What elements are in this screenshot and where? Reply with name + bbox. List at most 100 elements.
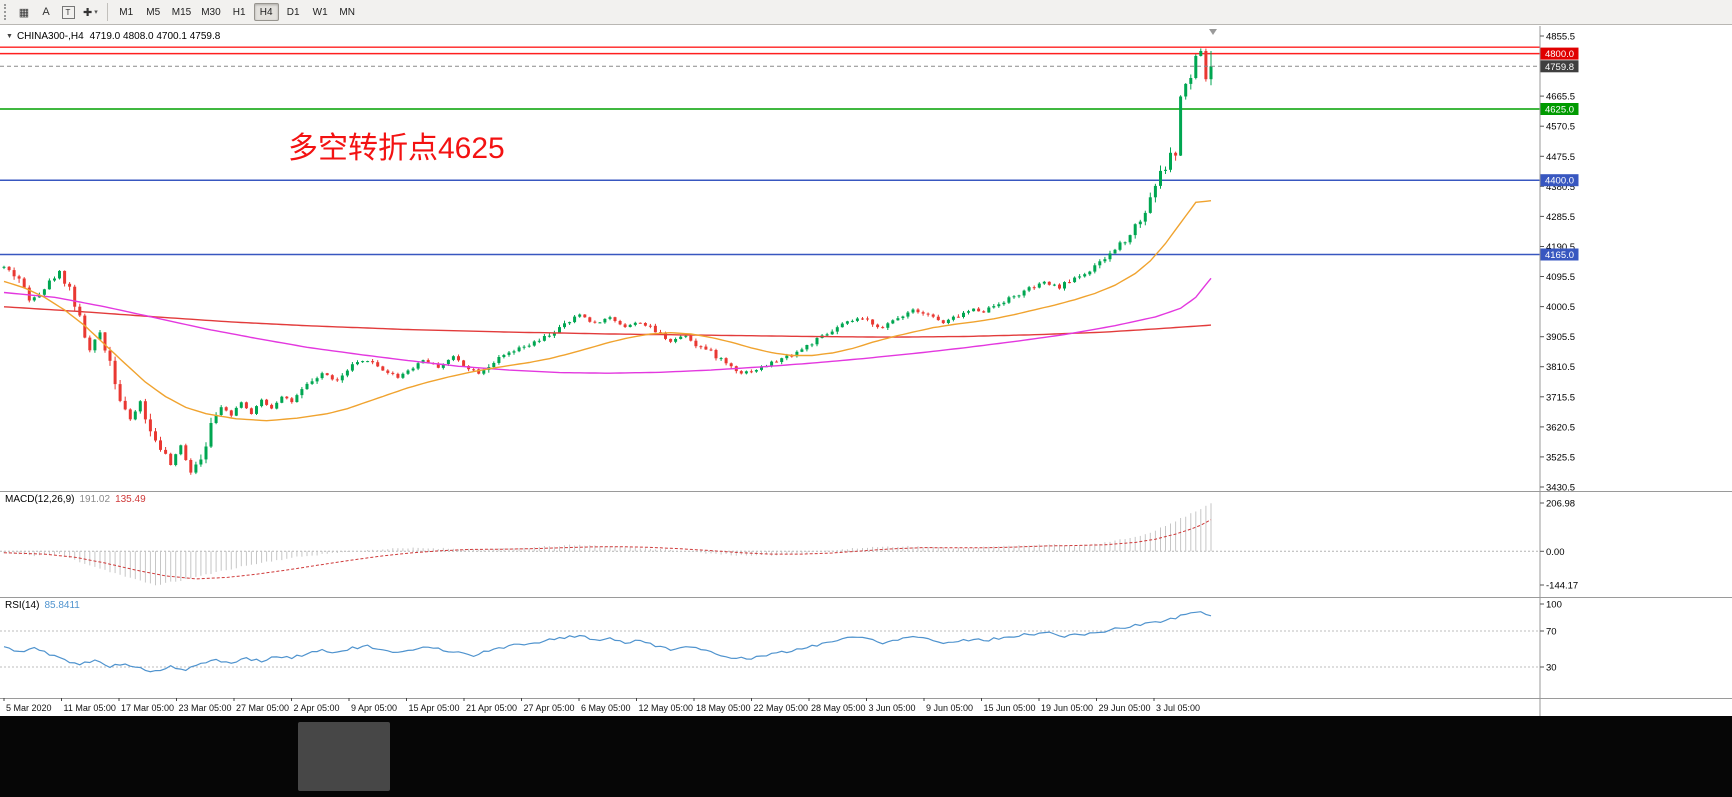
candle-body: [588, 317, 592, 322]
crosshair-tool-icon[interactable]: ✚ ▾: [83, 6, 98, 19]
candle-body: [967, 311, 970, 313]
candle-body: [416, 363, 420, 369]
rsi-tick-label: 30: [1546, 663, 1557, 674]
chart-symbol-period: CHINA300-,H4: [16, 31, 84, 42]
candle-body: [1002, 302, 1006, 305]
candle-body: [477, 369, 481, 374]
candle-body: [123, 400, 127, 410]
candle-body: [936, 316, 940, 321]
candle-body: [866, 318, 869, 320]
chart-shift-marker[interactable]: [1209, 29, 1217, 35]
time-tick-label: 12 May 05:00: [639, 703, 694, 713]
toolbar-drag-handle[interactable]: [4, 4, 9, 20]
candle-body: [1027, 287, 1031, 291]
candle-body: [219, 407, 223, 415]
candle-body: [1012, 296, 1016, 298]
dropdown-arrow-icon[interactable]: ▾: [94, 9, 98, 16]
chart-grid-icon[interactable]: ▦: [18, 6, 30, 19]
rsi-pane[interactable]: 100 70 30: [0, 597, 1732, 698]
candle-body: [2, 266, 6, 268]
price-tick-label: 4285.5: [1546, 212, 1575, 223]
time-tick-label: 5 Mar 2020: [6, 703, 52, 713]
candle-body: [563, 323, 566, 328]
candle-body: [552, 332, 556, 336]
candle-body: [633, 322, 637, 325]
timeframe-button-m30[interactable]: M30: [201, 6, 221, 18]
candle-body: [209, 423, 213, 447]
candle-body: [618, 321, 622, 325]
main-price-chart[interactable]: 4855.5 4665.5 4570.5 4475.5 4380.5 4285.5 4190…: [0, 26, 1732, 491]
price-tick-label: 4855.5: [1546, 32, 1575, 43]
time-tick-label: 3 Jun 05:00: [869, 703, 916, 713]
macd-tick-label: -144.17: [1546, 581, 1578, 592]
candle-body: [229, 410, 233, 416]
candle-body: [861, 318, 864, 320]
candle-body: [1199, 51, 1203, 56]
candle-body: [512, 351, 516, 353]
time-tick-label: 11 Mar 05:00: [64, 703, 116, 713]
candle-body: [558, 327, 561, 333]
time-axis[interactable]: 5 Mar 2020 11 Mar 05:00 17 Mar 05:00 23 Mar…: [0, 698, 1732, 716]
price-tick-label: 4475.5: [1546, 152, 1575, 163]
candle-body: [785, 355, 789, 359]
candle-body: [280, 396, 284, 403]
candle-body: [356, 362, 359, 365]
candle-body: [1179, 96, 1183, 156]
candle-body: [305, 383, 309, 390]
rsi-line: [3, 611, 1212, 673]
candle-body: [401, 373, 405, 378]
macd-histogram: [3, 503, 1212, 586]
candle-body: [492, 363, 496, 367]
candle-body: [835, 327, 839, 332]
candle-body: [335, 379, 339, 381]
annotation-text[interactable]: 多空转折点4625: [288, 132, 505, 165]
candle-body: [1113, 249, 1117, 254]
timeframe-button-h1[interactable]: H1: [232, 6, 246, 18]
timeframe-button-m15[interactable]: M15: [171, 6, 192, 18]
timeframe-button-m5[interactable]: M5: [146, 6, 161, 18]
candle-body: [7, 266, 11, 271]
macd-tick-label: 206.98: [1546, 499, 1575, 510]
candle-body: [118, 384, 122, 401]
candle-body: [845, 321, 849, 324]
candle-body: [12, 270, 16, 277]
candle-body: [982, 311, 986, 313]
candle-body: [901, 316, 905, 319]
price-badge: [1540, 174, 1579, 187]
candle-body: [138, 401, 142, 412]
timeframe-button-d1[interactable]: D1: [286, 6, 300, 18]
candle-body: [754, 370, 758, 372]
candle-body: [68, 283, 72, 287]
taskbar-item[interactable]: [298, 722, 390, 791]
candle-body: [330, 375, 334, 380]
candle-body: [941, 320, 945, 324]
timeframe-button-m1[interactable]: M1: [119, 6, 134, 18]
rsi-indicator-label: RSI(14) 85.8411: [5, 600, 80, 611]
timeframe-button-mn[interactable]: MN: [339, 6, 355, 18]
candle-body: [1037, 283, 1041, 288]
timeframe-button-h4[interactable]: H4: [253, 3, 279, 21]
candle-body: [724, 358, 728, 364]
candle-body: [1083, 274, 1087, 277]
candle-body: [497, 357, 501, 363]
candle-body: [689, 335, 693, 341]
price-tick-label: 3620.5: [1546, 422, 1575, 433]
candlesticks: [2, 48, 1213, 475]
text-label-icon[interactable]: A: [42, 6, 50, 18]
candle-body: [361, 361, 365, 363]
candle-body: [63, 270, 67, 284]
candle-body: [709, 349, 713, 351]
candle-body: [1153, 185, 1157, 198]
text-box-icon[interactable]: T: [58, 2, 78, 22]
macd-signal-line: [3, 519, 1212, 580]
time-tick-label: 6 May 05:00: [581, 703, 631, 713]
candle-body: [53, 278, 56, 281]
timeframe-button-w1[interactable]: W1: [312, 6, 328, 18]
candle-body: [669, 338, 673, 342]
candle-body: [426, 360, 430, 364]
candle-body: [113, 360, 117, 385]
candle-body: [643, 323, 647, 326]
candle-body: [270, 404, 274, 409]
collapse-triangle-icon[interactable]: ▼: [6, 33, 13, 40]
macd-pane[interactable]: 206.98 0.00 -144.17: [0, 491, 1732, 597]
